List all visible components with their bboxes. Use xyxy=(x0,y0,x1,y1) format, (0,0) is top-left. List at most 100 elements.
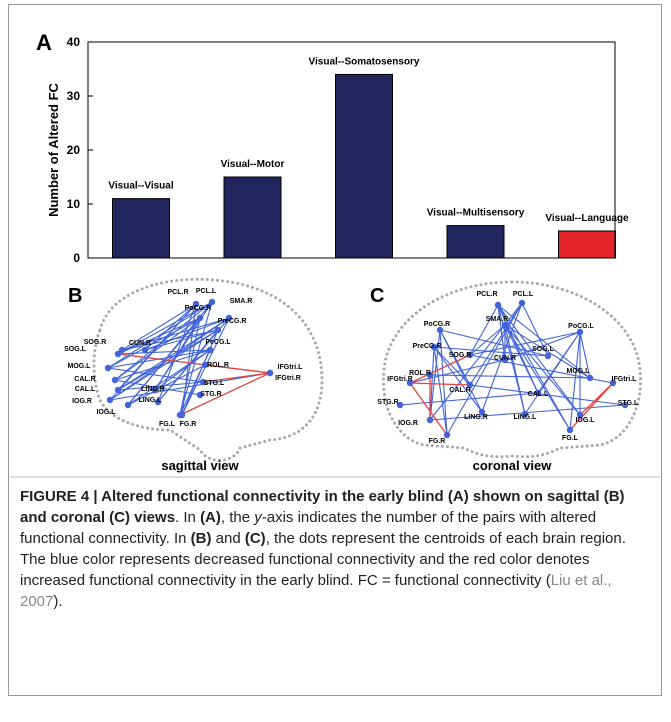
y-tick-label: 20 xyxy=(67,143,81,157)
node-label: CAL.L xyxy=(528,391,549,398)
node-label: PoCG.R xyxy=(185,305,211,312)
edge xyxy=(202,372,271,383)
caption-run: and xyxy=(211,530,245,547)
figure: A Number of Altered FC 0 10 20 30 40 Visual--Vi… xyxy=(10,30,660,478)
y-tick-label: 0 xyxy=(73,251,80,265)
node-label: CUN.R xyxy=(129,340,151,347)
node-label: FG.L xyxy=(159,421,176,428)
node xyxy=(430,343,438,351)
edge xyxy=(114,317,201,381)
node-label: PCL.L xyxy=(513,291,534,298)
node-label: IOG.R xyxy=(72,398,92,405)
axis-box xyxy=(87,41,616,259)
node xyxy=(114,386,122,394)
edge xyxy=(439,329,549,357)
view-label: coronal view xyxy=(473,458,553,473)
node-label: IFGtri.R xyxy=(275,375,301,382)
node-label: CAL.R xyxy=(74,376,95,383)
node-label: SOG.R xyxy=(449,352,472,359)
edge xyxy=(579,331,591,379)
node-label: CAL.L xyxy=(75,386,96,393)
node-label: SOG.L xyxy=(532,346,555,353)
caption-run: , the xyxy=(220,509,255,526)
node-label: IFGtri.R xyxy=(387,376,413,383)
caption-run: ). xyxy=(53,593,63,610)
node xyxy=(118,346,126,354)
edge xyxy=(569,331,581,431)
bar-category-label: Visual--Visual xyxy=(108,181,173,192)
edge xyxy=(144,303,197,351)
node-label: ROL.R xyxy=(207,362,229,369)
node xyxy=(154,398,162,406)
node-label: CAL.R xyxy=(449,387,470,394)
edge xyxy=(117,349,211,355)
node-label: PoCG.R xyxy=(424,321,450,328)
node xyxy=(201,361,209,369)
edge xyxy=(107,367,204,383)
node xyxy=(111,376,119,384)
node xyxy=(621,401,629,409)
node xyxy=(544,352,552,360)
edge xyxy=(469,302,523,386)
node xyxy=(199,378,207,386)
panel-label: A xyxy=(36,30,52,55)
bar xyxy=(335,73,393,259)
caption-run: FIGURE 4 | Altered functional connectivi… xyxy=(20,488,625,526)
edge xyxy=(117,381,204,391)
node-label: LING.L xyxy=(514,414,538,421)
edge xyxy=(497,304,506,361)
node xyxy=(151,386,159,394)
node xyxy=(196,391,204,399)
edge xyxy=(429,374,591,379)
node-label: PCL.R xyxy=(477,291,498,298)
node-label: SMA.R xyxy=(230,298,253,305)
coronal-outline xyxy=(381,280,643,459)
node-label: SOG.R xyxy=(84,339,107,346)
node-label: MOG.L xyxy=(68,363,92,370)
node-label: IFGtri.L xyxy=(278,364,304,371)
node-label: CUN.R xyxy=(494,355,516,362)
edge xyxy=(399,392,539,406)
node-label: ROL.R xyxy=(409,370,431,377)
y-tick-label: 30 xyxy=(67,89,81,103)
node-label: FG.R xyxy=(180,421,197,428)
edge xyxy=(179,301,213,416)
edge xyxy=(409,354,471,384)
node xyxy=(501,356,509,364)
edge xyxy=(109,303,197,401)
edge xyxy=(107,317,201,369)
node xyxy=(396,401,404,409)
bar-category-label: Visual--Motor xyxy=(221,159,285,170)
node xyxy=(208,298,216,306)
edge xyxy=(579,382,614,416)
node xyxy=(426,416,434,424)
caption: FIGURE 4 | Altered functional connectivi… xyxy=(20,486,652,612)
edge xyxy=(481,302,523,413)
node xyxy=(586,374,594,382)
node xyxy=(266,369,274,377)
caption-run[interactable]: Liu et al., 2007 xyxy=(20,572,612,610)
node-label: PeCG.L xyxy=(205,339,231,346)
node xyxy=(566,426,574,434)
node-label: FG.R xyxy=(429,438,446,445)
edge xyxy=(181,303,197,416)
caption-run: y xyxy=(254,509,262,526)
node xyxy=(478,408,486,416)
node xyxy=(501,321,509,329)
bar-category-label: Visual--Somatosensory xyxy=(309,56,420,67)
edge xyxy=(521,302,549,357)
node xyxy=(466,381,474,389)
edge xyxy=(504,324,581,416)
y-tick-label: 10 xyxy=(67,197,81,211)
edge xyxy=(439,329,448,436)
node-label: LING.R xyxy=(141,386,165,393)
node xyxy=(426,371,434,379)
edge xyxy=(409,359,506,384)
edge xyxy=(179,372,271,416)
bar xyxy=(558,230,616,259)
node-label: PCL.R xyxy=(168,289,189,296)
node xyxy=(609,379,617,387)
node xyxy=(521,410,529,418)
panel-label: C xyxy=(370,285,384,307)
node-label: PCL.L xyxy=(196,288,217,295)
